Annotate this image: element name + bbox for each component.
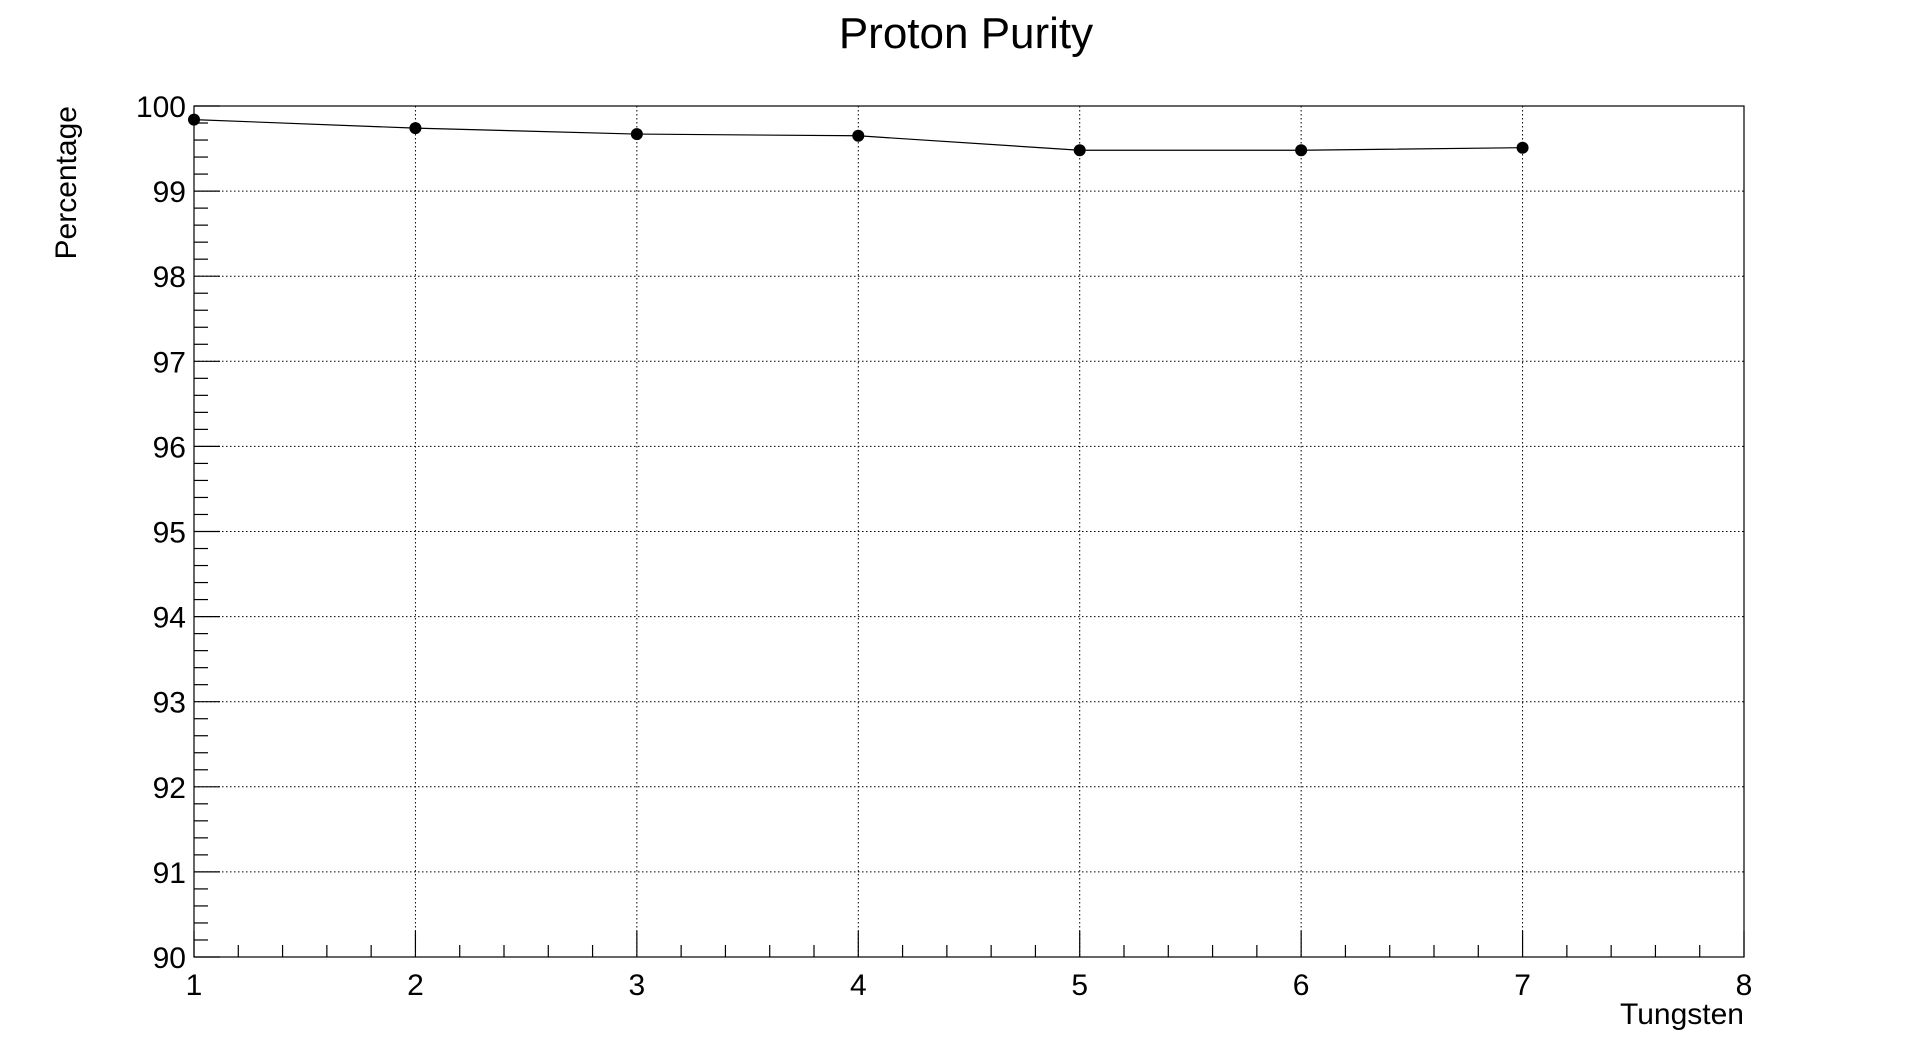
x-tick-label: 6: [1293, 969, 1310, 1002]
y-tick-label: 99: [153, 176, 186, 209]
data-point: [1073, 144, 1086, 157]
axes-layer: 1 2 3 4 5 6 7 8 90 91 92 93 94 95 96 97 98 99 100: [136, 91, 1752, 1002]
x-tick-label: 1: [186, 969, 203, 1002]
data-point: [188, 113, 200, 126]
x-tick-label: 3: [629, 969, 646, 1002]
data-point: [409, 122, 422, 135]
y-tick-label: 93: [153, 687, 186, 720]
data-point: [630, 128, 643, 141]
y-tick-label: 94: [153, 602, 186, 635]
y-tick-label: 92: [153, 772, 186, 805]
y-tick-label: 96: [153, 431, 186, 464]
y-axis-label: Percentage: [50, 106, 83, 259]
grid-layer: [194, 106, 1744, 957]
y-tick-label: 97: [153, 346, 186, 379]
y-tick-label: 90: [153, 942, 186, 975]
y-tick-label: 98: [153, 261, 186, 294]
x-tick-label: 2: [407, 969, 424, 1002]
x-tick-label: 8: [1736, 969, 1753, 1002]
x-tick-label: 4: [850, 969, 867, 1002]
series-layer: [188, 113, 1529, 157]
y-tick-label: 95: [153, 517, 186, 550]
chart-title: Proton Purity: [839, 9, 1093, 58]
y-tick-label: 91: [153, 857, 186, 890]
x-tick-label: 5: [1071, 969, 1088, 1002]
y-tick-label: 100: [136, 91, 186, 124]
data-point: [1295, 144, 1308, 157]
x-tick-label: 7: [1514, 969, 1531, 1002]
data-point: [852, 129, 865, 142]
data-point: [1516, 141, 1529, 154]
x-axis-label: Tungsten: [1620, 998, 1744, 1031]
